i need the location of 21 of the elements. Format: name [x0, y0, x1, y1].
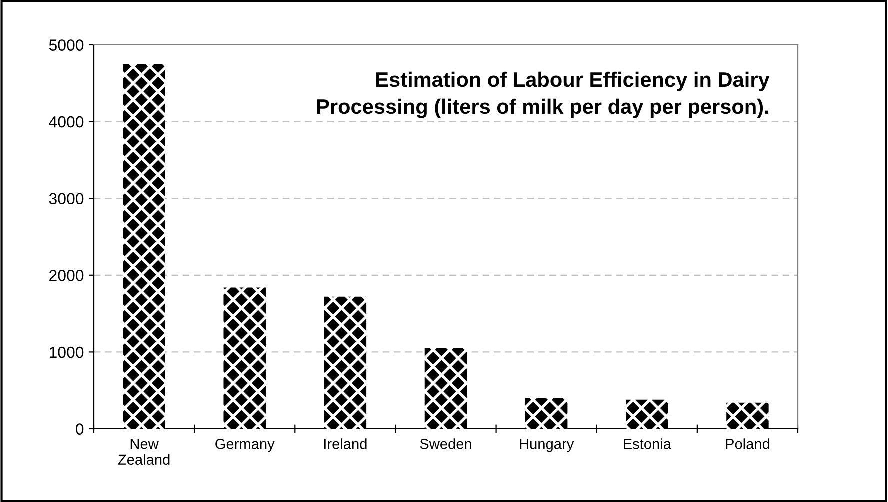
- x-tick-label: Ireland: [324, 438, 367, 450]
- x-tick-label: Poland: [726, 438, 770, 450]
- y-tick-label: 4000: [49, 116, 84, 128]
- x-tick-label: Estonia: [624, 438, 672, 450]
- x-tick-label: New Zealand: [118, 439, 170, 466]
- x-tick-label: Hungary: [520, 439, 574, 452]
- y-tick-label: 5000: [49, 40, 84, 51]
- bar: [123, 64, 166, 429]
- bar: [726, 402, 769, 429]
- y-tick-label: 0: [76, 424, 84, 435]
- text: Estimation of Labour Efficiency in Dairy Processing (liters of milk per day per person).: [317, 72, 770, 118]
- y-tick-label: 3000: [49, 193, 84, 205]
- bar: [525, 398, 568, 429]
- bar: [626, 400, 668, 429]
- y-tick-label: 2000: [50, 270, 84, 282]
- bar: [324, 296, 367, 429]
- y-tick-label: 1000: [50, 346, 84, 358]
- bar: [224, 288, 266, 429]
- x-tick-label: Sweden: [420, 438, 472, 450]
- bar: [424, 348, 468, 429]
- x-tick-label: Germany: [216, 438, 275, 452]
